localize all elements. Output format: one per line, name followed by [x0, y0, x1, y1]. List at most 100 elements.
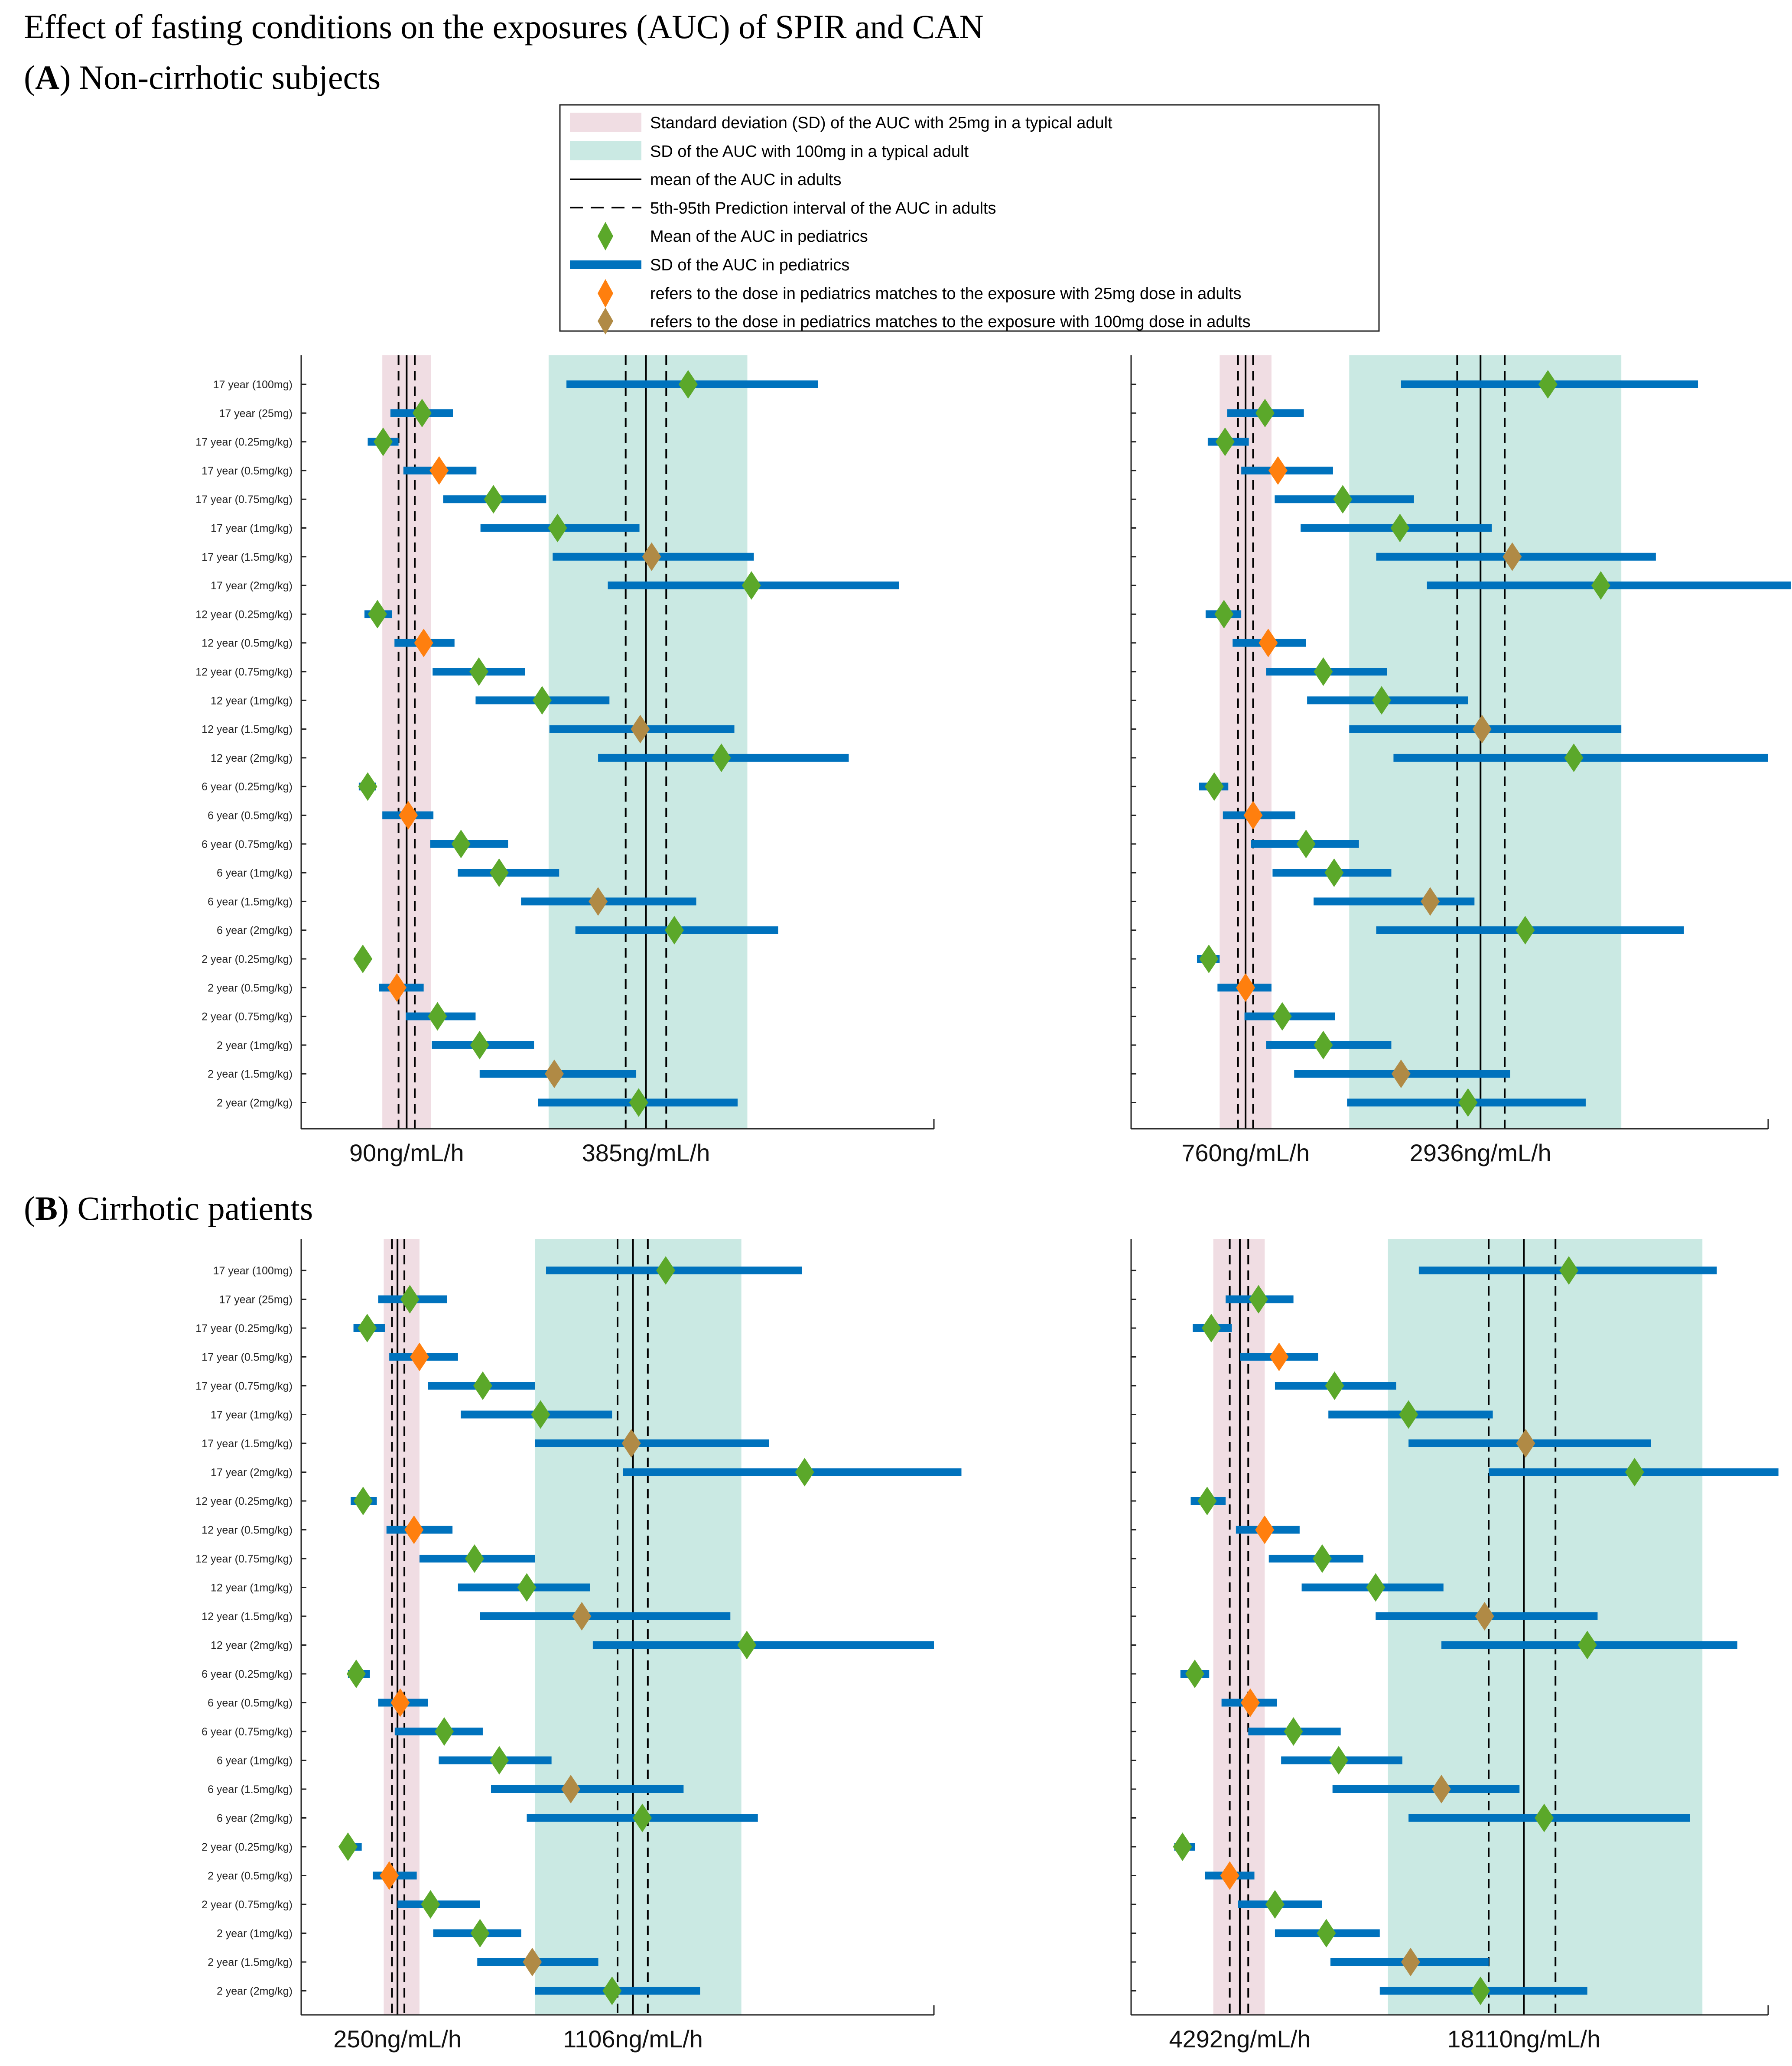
legend-label-sd100: SD of the AUC with 100mg in a typical ad… — [650, 143, 969, 161]
category-label: 12 year (0.5mg/kg) — [202, 637, 293, 650]
mean-diamond — [795, 1458, 814, 1487]
category-label: 12 year (1.5mg/kg) — [202, 1611, 293, 1623]
mean-diamond — [353, 945, 373, 973]
panel-b-right: 4292ng/mL/h 18110ng/mL/h — [1130, 1239, 1779, 2053]
mean-diamond — [1333, 485, 1353, 514]
category-label: 6 year (1mg/kg) — [217, 1755, 293, 1767]
category-label: 6 year (1.5mg/kg) — [208, 1783, 293, 1796]
mean-diamond — [665, 916, 684, 945]
category-label: 2 year (1.5mg/kg) — [208, 1068, 293, 1080]
section-a-label: ) Non-cirrhotic subjects — [59, 58, 381, 96]
category-label: 12 year (2mg/kg) — [211, 752, 293, 764]
mean-diamond — [1503, 542, 1522, 571]
sd-band-100mg — [548, 355, 748, 1129]
legend-swatch-sd25 — [570, 113, 641, 132]
sd-bar — [592, 1641, 934, 1649]
mean-diamond — [548, 513, 567, 542]
mean-diamond — [1559, 1256, 1579, 1285]
legend-swatch-orange-diamond — [598, 279, 613, 308]
mean-diamond — [1564, 743, 1584, 772]
mean-diamond — [1255, 1515, 1275, 1544]
sd-bar — [491, 1785, 684, 1793]
category-label: 12 year (1.5mg/kg) — [202, 724, 293, 736]
sd-bar — [623, 1468, 962, 1476]
mean-diamond — [1401, 1948, 1420, 1976]
legend-label-ped-mean: Mean of the AUC in pediatrics — [650, 227, 868, 246]
mean-diamond — [390, 1688, 410, 1717]
mean-diamond — [1516, 916, 1535, 945]
category-label: 17 year (1mg/kg) — [211, 523, 293, 535]
mean-diamond — [1390, 513, 1410, 542]
mean-diamond — [1591, 571, 1610, 600]
section-b-heading: (B) Cirrhotic patients — [24, 1189, 313, 1227]
mean-diamond — [451, 829, 471, 858]
mean-diamond — [1201, 1314, 1221, 1342]
mean-diamond — [1475, 1602, 1494, 1631]
mean-diamond — [1173, 1832, 1192, 1861]
category-label: 2 year (0.75mg/kg) — [202, 1899, 293, 1911]
category-label: 12 year (2mg/kg) — [211, 1640, 293, 1652]
x-tick-label: 90ng/mL/h — [349, 1139, 464, 1166]
mean-diamond — [678, 370, 698, 399]
category-label: 17 year (0.75mg/kg) — [195, 494, 293, 506]
panel-a-left: 90ng/mL/h 385ng/mL/h 17 year (100mg) 17 yea… — [195, 355, 935, 1166]
category-label: 6 year (1mg/kg) — [217, 867, 293, 879]
mean-diamond — [470, 1919, 490, 1948]
mean-diamond — [1197, 1487, 1217, 1515]
mean-diamond — [1391, 1059, 1411, 1088]
mean-diamond — [1317, 1919, 1336, 1948]
category-label: 2 year (1.5mg/kg) — [208, 1956, 293, 1969]
mean-diamond — [737, 1631, 757, 1660]
mean-diamond — [1472, 715, 1492, 744]
sd-band-100mg — [535, 1239, 742, 2015]
category-label: 17 year (100mg) — [213, 379, 293, 391]
sd-bar — [1314, 897, 1475, 906]
category-label: 2 year (0.25mg/kg) — [202, 1841, 293, 1853]
mean-diamond — [387, 973, 407, 1002]
category-label: 6 year (0.25mg/kg) — [202, 781, 293, 793]
category-label: 17 year (2mg/kg) — [211, 580, 293, 592]
category-label: 12 year (0.75mg/kg) — [195, 1553, 293, 1565]
mean-diamond — [1372, 686, 1392, 715]
category-label: 17 year (0.5mg/kg) — [202, 465, 293, 477]
mean-diamond — [1199, 945, 1219, 973]
mean-diamond — [410, 1342, 429, 1371]
mean-diamond — [399, 801, 418, 830]
mean-diamond — [602, 1976, 622, 2005]
mean-diamond — [428, 1002, 447, 1031]
mean-diamond — [1268, 456, 1288, 485]
x-tick-label: 760ng/mL/h — [1181, 1139, 1310, 1166]
legend-swatch-green-diamond — [598, 222, 613, 250]
mean-diamond — [1625, 1458, 1644, 1487]
x-tick-label: 18110ng/mL/h — [1447, 2025, 1600, 2053]
legend-label-sd25: Standard deviation (SD) of the AUC with … — [650, 114, 1112, 132]
category-label: 17 year (25mg) — [219, 407, 293, 419]
section-b-letter: B — [35, 1189, 58, 1227]
x-tick-label: 385ng/mL/h — [582, 1139, 710, 1166]
mean-diamond — [338, 1832, 358, 1861]
mean-diamond — [489, 858, 509, 887]
legend-swatch-bar — [570, 260, 641, 269]
category-label: 17 year (1.5mg/kg) — [202, 551, 293, 563]
legend-swatch-sd100 — [570, 141, 641, 160]
category-label: 12 year (0.5mg/kg) — [202, 1524, 293, 1537]
mean-diamond — [490, 1746, 509, 1775]
mean-diamond — [421, 1890, 440, 1919]
mean-diamond — [633, 1803, 652, 1832]
mean-diamond — [429, 456, 449, 485]
mean-diamond — [1399, 1400, 1418, 1429]
category-label: 2 year (1mg/kg) — [217, 1928, 293, 1940]
category-label: 2 year (2mg/kg) — [217, 1985, 293, 1998]
mean-diamond — [1458, 1088, 1478, 1117]
mean-diamond — [532, 686, 552, 715]
section-a-letter: A — [35, 58, 59, 96]
mean-diamond — [1243, 801, 1263, 830]
legend-label-pi: 5th-95th Prediction interval of the AUC … — [650, 199, 996, 218]
category-label: 17 year (0.5mg/kg) — [202, 1351, 293, 1364]
mean-diamond — [1204, 772, 1224, 801]
mean-diamond — [1535, 1803, 1554, 1832]
mean-diamond — [642, 542, 661, 571]
category-label: 17 year (0.25mg/kg) — [195, 1322, 293, 1335]
category-label: 6 year (2mg/kg) — [217, 925, 293, 937]
